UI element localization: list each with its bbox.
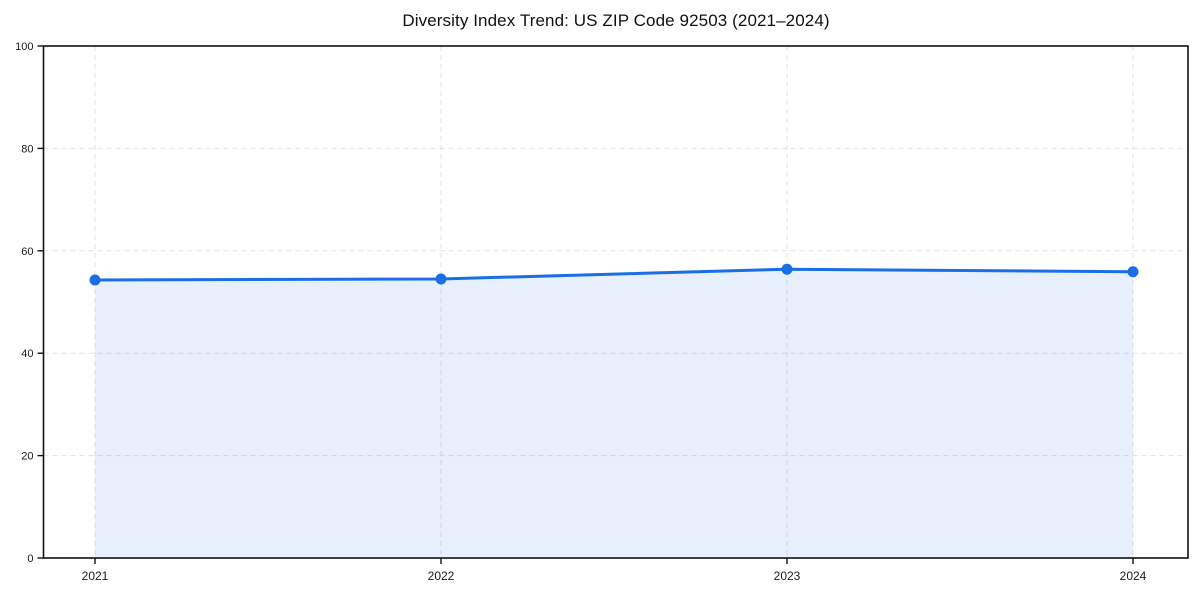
chart-title: Diversity Index Trend: US ZIP Code 92503…	[402, 11, 830, 30]
data-point-marker	[89, 274, 101, 286]
x-tick-label: 2021	[82, 569, 109, 583]
x-tick-label: 2023	[774, 569, 801, 583]
y-tick-label: 20	[21, 451, 33, 463]
y-tick-label: 100	[15, 41, 33, 53]
x-tick-label: 2024	[1120, 569, 1147, 583]
plot-frame	[42, 45, 1189, 559]
x-tick-label: 2022	[428, 569, 455, 583]
data-point-marker	[781, 263, 793, 275]
area-fill	[95, 269, 1133, 558]
y-tick-label: 0	[27, 553, 33, 565]
trend-line	[93, 267, 1135, 282]
y-tick-label: 40	[21, 348, 33, 360]
y-tick-label: 80	[21, 143, 33, 155]
y-tick-label: 60	[21, 246, 33, 258]
data-point-marker	[1127, 266, 1139, 278]
data-point-marker	[435, 273, 447, 285]
